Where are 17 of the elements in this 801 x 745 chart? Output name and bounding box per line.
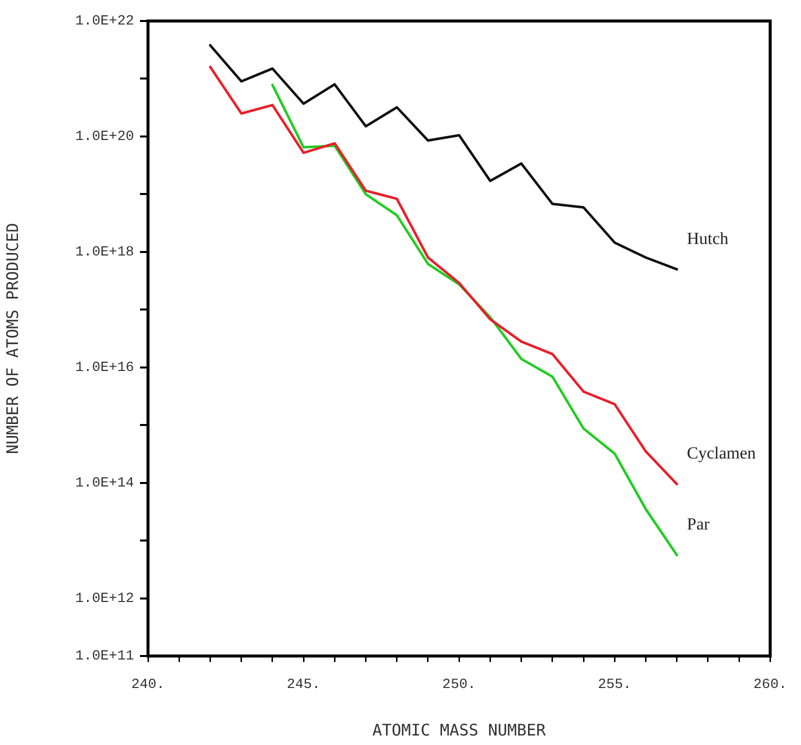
y-tick-label: 1.0E+22	[75, 14, 134, 30]
series-label: Par	[686, 514, 710, 534]
x-tick-label: 260.	[753, 677, 787, 694]
x-axis-title: ATOMIC MASS NUMBER	[372, 720, 546, 740]
series-label: Cyclamen	[686, 444, 756, 463]
x-tick-label: 240.	[131, 677, 165, 694]
series-label: Hutch	[686, 228, 729, 248]
y-tick-label: 1.0E+12	[75, 590, 134, 607]
y-tick-label: 1.0E+14	[75, 476, 134, 492]
y-tick-label: 1.0E+11	[75, 648, 134, 665]
y-tick-label: 1.0E+20	[75, 129, 134, 146]
y-tick-label: 1.0E+18	[75, 244, 134, 261]
x-tick-label: 255.	[598, 677, 632, 694]
x-tick-label: 250.	[442, 677, 476, 694]
y-tick-label: 1.0E+16	[75, 360, 134, 376]
y-axis-title: NUMBER OF ATOMS PRODUCED	[2, 222, 22, 454]
x-tick-label: 245.	[286, 677, 320, 694]
